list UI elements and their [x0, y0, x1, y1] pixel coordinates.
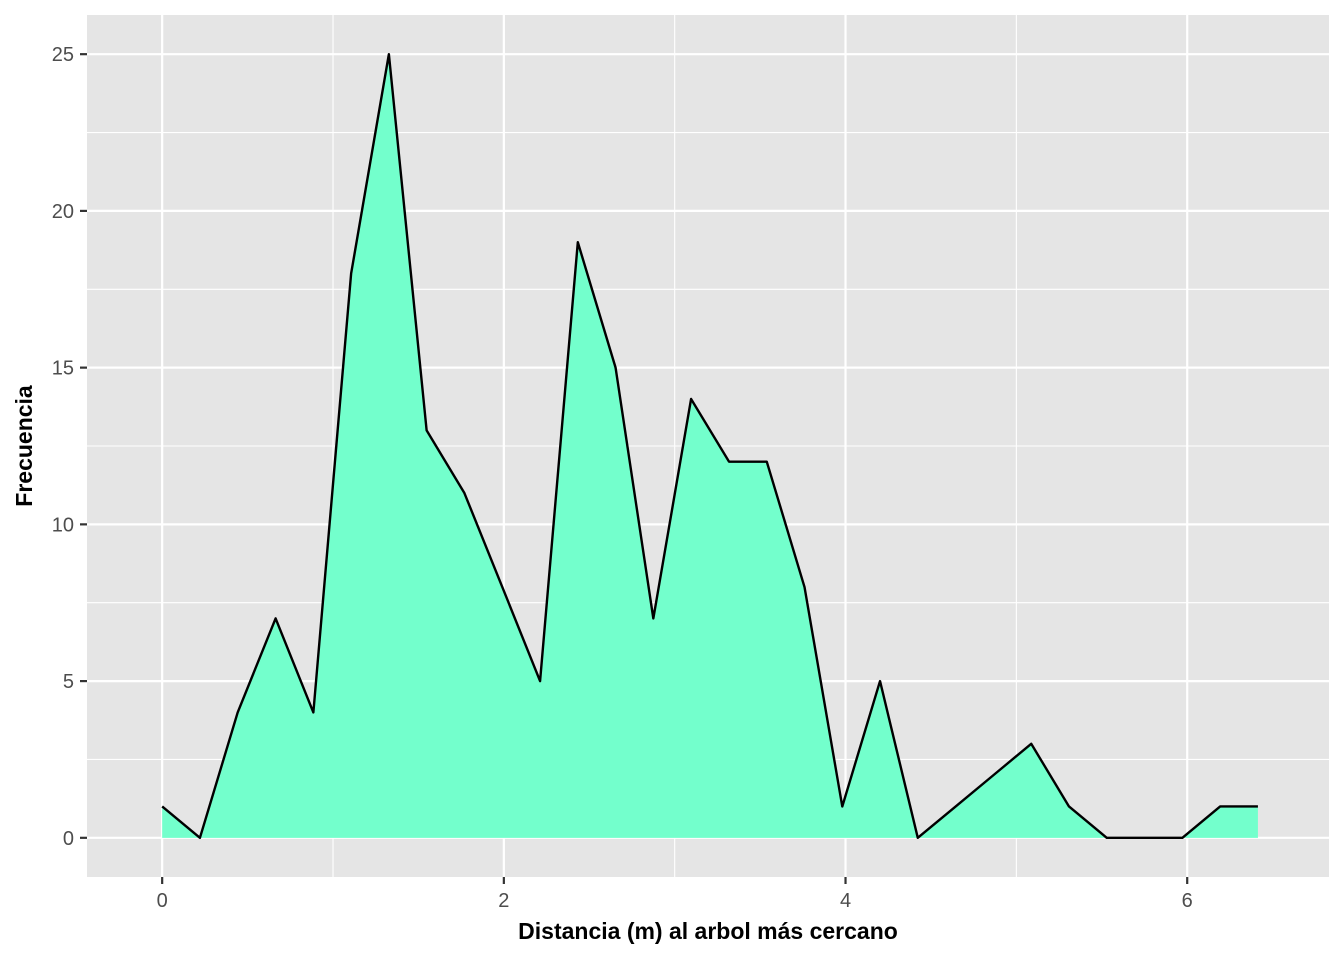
y-axis-title: Frecuencia: [11, 385, 37, 507]
y-tick-label: 5: [63, 671, 74, 693]
area-fill: [162, 54, 1258, 838]
frequency-line: [161, 52, 1258, 840]
x-tick-label: 6: [1182, 890, 1193, 912]
y-axis: 0 5 10 15 20 25: [52, 44, 87, 850]
x-tick-label: 0: [157, 890, 168, 912]
x-axis: 0 2 4 6: [157, 877, 1193, 912]
y-tick-label: 20: [52, 201, 74, 223]
y-tick-label: 10: [52, 514, 74, 536]
y-tick-label: 0: [63, 828, 74, 850]
y-tick-label: 25: [52, 44, 74, 66]
x-axis-title: Distancia (m) al arbol más cercano: [518, 918, 898, 944]
x-tick-label: 2: [498, 890, 509, 912]
x-tick-label: 4: [840, 890, 851, 912]
y-tick-label: 15: [52, 358, 74, 380]
